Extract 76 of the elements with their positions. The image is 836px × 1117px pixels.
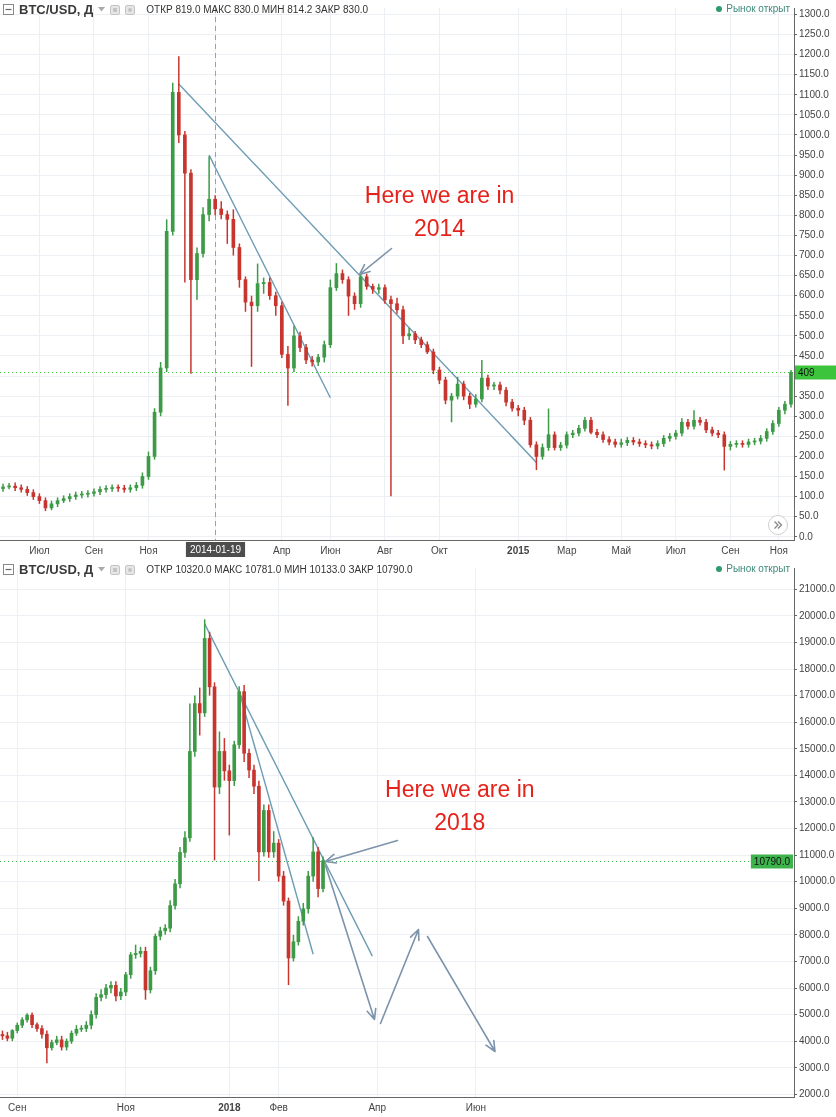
y-tick-label: 950.0 — [799, 148, 825, 160]
x-tick-label: Май — [611, 544, 632, 556]
x-tick-label: Фев — [269, 1101, 288, 1113]
y-tick-label: 3000.0 — [799, 1061, 831, 1073]
chart-title: BTC/USD, Д — [19, 2, 94, 17]
x-tick-label: Мар — [556, 544, 577, 556]
y-tick-label: 750.0 — [799, 229, 825, 241]
y-tick-label: 1300.0 — [799, 8, 831, 20]
x-tick-label: Сен — [8, 1101, 27, 1113]
y-tick-label: 500.0 — [799, 329, 825, 341]
ref-line-label: 409 — [798, 366, 816, 378]
annotation: Here we are in 2018 — [384, 775, 536, 838]
y-tick-label: 150.0 — [799, 470, 825, 482]
x-tick-label: 2018 — [218, 1101, 241, 1113]
y-tick-label: 17000.0 — [799, 689, 836, 701]
y-tick-label: 200.0 — [799, 450, 825, 462]
y-tick-label: 800.0 — [799, 209, 825, 221]
y-tick-label: 550.0 — [799, 309, 825, 321]
x-tick-label: Июл — [665, 544, 687, 556]
x-tick-label: Июл — [29, 544, 50, 556]
y-tick-label: 900.0 — [799, 168, 825, 180]
y-tick-label: 21000.0 — [799, 583, 836, 595]
ref-line-label: 10790.0 — [753, 855, 791, 867]
y-tick-label: 12000.0 — [799, 822, 836, 834]
y-tick-label: 2000.0 — [799, 1088, 831, 1100]
x-tick-label: 2014-01-19 — [189, 543, 242, 555]
y-tick-label: 600.0 — [799, 289, 825, 301]
y-tick-label: 11000.0 — [799, 848, 835, 860]
y-tick-label: 100.0 — [799, 490, 825, 502]
chart-subtitle: ОТКР 10320.0 МАКС 10781.0 МИН 10133.0 ЗАКР 10790.0 — [146, 564, 413, 575]
x-tick-label: Июн — [320, 544, 341, 556]
x-tick-label: Апр — [368, 1101, 387, 1113]
y-tick-label: 14000.0 — [799, 769, 836, 781]
x-tick-label: Окт — [431, 544, 449, 556]
x-tick-label: 2015 — [507, 544, 530, 556]
y-tick-label: 18000.0 — [799, 662, 836, 674]
y-tick-label: 19000.0 — [799, 636, 836, 648]
y-tick-label: 6000.0 — [799, 981, 831, 993]
annotation: Рынок открыт — [726, 3, 790, 14]
y-tick-label: 7000.0 — [799, 955, 831, 967]
y-tick-label: 1100.0 — [799, 88, 830, 100]
y-tick-label: 0.0 — [799, 530, 814, 542]
y-tick-label: 13000.0 — [799, 795, 836, 807]
chart-title: BTC/USD, Д — [19, 562, 94, 577]
y-tick-label: 450.0 — [799, 349, 825, 361]
y-tick-label: 1150.0 — [799, 68, 830, 80]
y-tick-label: 20000.0 — [799, 609, 836, 621]
annotation: Рынок открыт — [726, 563, 790, 574]
x-tick-label: Ноя — [769, 544, 788, 556]
y-tick-label: 300.0 — [799, 409, 825, 421]
y-tick-label: 650.0 — [799, 269, 825, 281]
y-tick-label: 250.0 — [799, 430, 825, 442]
chart-subtitle: ОТКР 819.0 МАКС 830.0 МИН 814.2 ЗАКР 830.0 — [146, 4, 369, 15]
y-tick-label: 16000.0 — [799, 715, 836, 727]
y-tick-label: 1200.0 — [799, 48, 831, 60]
y-tick-label: 10000.0 — [799, 875, 836, 887]
x-tick-label: Июн — [465, 1101, 487, 1113]
x-tick-label: Ноя — [116, 1101, 135, 1113]
x-tick-label: Сен — [84, 544, 104, 556]
y-tick-label: 50.0 — [799, 510, 819, 522]
x-tick-label: Апр — [273, 544, 292, 556]
y-tick-label: 9000.0 — [799, 902, 831, 914]
y-tick-label: 1050.0 — [799, 108, 831, 120]
y-tick-label: 850.0 — [799, 188, 825, 200]
y-tick-label: 1000.0 — [799, 128, 831, 140]
x-tick-label: Сен — [721, 544, 740, 556]
y-tick-label: 1250.0 — [799, 28, 831, 40]
y-tick-label: 700.0 — [799, 249, 825, 261]
y-tick-label: 5000.0 — [799, 1008, 831, 1020]
y-tick-label: 4000.0 — [799, 1034, 831, 1046]
y-tick-label: 350.0 — [799, 389, 825, 401]
x-tick-label: Авг — [377, 544, 394, 556]
y-tick-label: 15000.0 — [799, 742, 836, 754]
annotation: Here we are in 2014 — [363, 181, 516, 243]
x-tick-label: Ноя — [139, 544, 158, 556]
y-tick-label: 8000.0 — [799, 928, 831, 940]
